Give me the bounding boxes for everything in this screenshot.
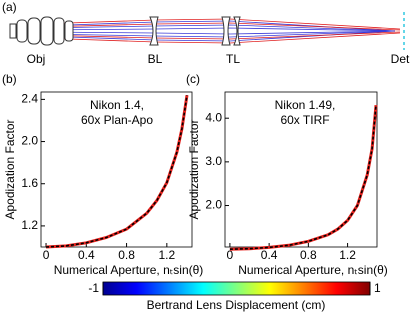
colorbar: [102, 281, 371, 296]
x-axis-label: Numerical Aperture, nₜsin(θ): [54, 263, 204, 277]
axes-box: [40, 91, 193, 248]
diagram-label: Det: [391, 52, 410, 66]
colorbar-tick-label: -1: [88, 281, 99, 295]
y-tick-label: 2.0: [21, 134, 38, 148]
diagram-label: TL: [226, 52, 240, 66]
colorbar-label: Bertrand Lens Displacement (cm): [147, 298, 326, 312]
y-axis-label: Apodization Factor: [3, 119, 17, 219]
diagram-label: Obj: [27, 52, 46, 66]
chart-title: 60x Plan-Apo: [81, 113, 153, 127]
chart-title: Nikon 1.4,: [90, 98, 144, 112]
x-tick-label: 0.4: [261, 248, 278, 262]
series-line: [45, 95, 188, 248]
x-tick-label: 0: [227, 248, 234, 262]
y-tick-label: 1.6: [21, 176, 38, 190]
colorbar-tick-label: 1: [374, 281, 381, 295]
y-tick-label: 2.0: [205, 198, 222, 212]
y-tick-label: 4.0: [205, 110, 222, 124]
y-tick-label: 1.2: [21, 218, 38, 232]
x-tick-label: 0: [43, 248, 50, 262]
panel-label: (c): [186, 72, 200, 86]
x-tick-label: 0.8: [300, 248, 317, 262]
series-line: [229, 105, 377, 250]
chart-title: Nikon 1.49,: [275, 98, 336, 112]
x-tick-label: 1.2: [339, 248, 356, 262]
x-tick-label: 0.4: [78, 248, 95, 262]
y-tick-label: 3.0: [205, 154, 222, 168]
x-tick-label: 1.2: [158, 248, 175, 262]
x-tick-label: 0.8: [118, 248, 135, 262]
x-axis-label: Numerical Aperture, nₜsin(θ): [238, 263, 388, 277]
axes-box: [224, 91, 378, 248]
y-tick-label: 2.4: [21, 92, 38, 106]
panel-label: (a): [2, 0, 17, 14]
chart-title: 60x TIRF: [280, 113, 329, 127]
diagram-label: BL: [148, 52, 163, 66]
ray-diagram: [9, 12, 405, 50]
y-axis-label: Apodization Factor: [187, 119, 201, 219]
panel-label: (b): [2, 72, 17, 86]
